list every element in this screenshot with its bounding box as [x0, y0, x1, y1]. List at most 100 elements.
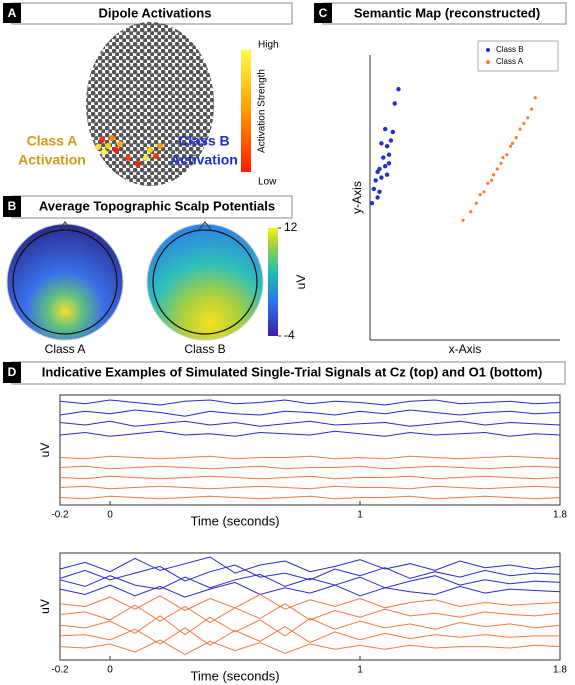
point	[371, 186, 376, 192]
point	[375, 169, 380, 175]
class-a-label: Activation	[18, 152, 86, 168]
colorbar	[268, 228, 278, 336]
signal-trace	[59, 593, 561, 612]
class-a-label: Class A	[27, 133, 78, 149]
panel-title: Average Topographic Scalp Potentials	[39, 198, 275, 213]
panel-title: Indicative Examples of Simulated Single-…	[42, 364, 543, 379]
colorbar-low: Low	[258, 177, 277, 188]
panel-title: Semantic Map (reconstructed)	[354, 5, 540, 20]
y-axis-label: y-Axis	[350, 181, 364, 214]
point	[486, 181, 490, 185]
signal-trace	[59, 615, 561, 637]
signal-trace	[59, 639, 561, 656]
colorbar-tick-label: -4	[284, 328, 295, 342]
signal-trace	[59, 475, 561, 480]
plot-frame	[59, 394, 561, 506]
signal-trace	[59, 573, 561, 590]
point	[377, 189, 382, 194]
signal-trace	[59, 465, 561, 470]
legend-marker	[486, 48, 490, 52]
point	[482, 190, 486, 194]
point	[490, 178, 494, 182]
x-tick-label: -0.2	[51, 665, 69, 676]
point	[529, 107, 534, 111]
point	[383, 126, 388, 132]
signal-trace	[59, 430, 561, 437]
point	[522, 121, 526, 125]
signal-trace	[59, 409, 561, 417]
x-axis-label: Time (seconds)	[190, 668, 279, 683]
point	[388, 138, 394, 143]
signal-trace	[59, 556, 561, 574]
legend	[477, 40, 559, 72]
class-b-label: Activation	[170, 152, 238, 168]
point	[461, 218, 465, 222]
badge	[3, 3, 21, 23]
legend-marker	[486, 60, 490, 64]
point	[491, 173, 496, 177]
colorbar-label: Activation Strength	[257, 69, 268, 153]
colorbar	[241, 50, 251, 172]
point	[386, 161, 392, 166]
point	[392, 101, 397, 106]
point	[514, 136, 518, 140]
badge	[3, 362, 21, 383]
point	[478, 193, 482, 197]
signal-trace	[59, 495, 561, 500]
badge	[314, 3, 332, 23]
point	[509, 144, 513, 148]
point	[518, 127, 522, 131]
scalp-map	[6, 221, 124, 341]
x-tick-label: 1	[357, 665, 363, 676]
x-tick-label: -0.2	[51, 510, 69, 521]
point	[505, 153, 509, 157]
point	[369, 201, 375, 206]
point	[384, 172, 390, 177]
point	[381, 155, 386, 160]
legend-label: Class B	[496, 45, 524, 54]
x-tick-label: 1.8	[553, 510, 567, 521]
point	[495, 167, 499, 171]
x-tick-label: 1	[357, 510, 363, 521]
point	[474, 201, 478, 205]
point	[499, 161, 503, 165]
signal-trace	[59, 455, 561, 460]
point	[383, 163, 388, 169]
y-axis-label: uV	[38, 599, 52, 614]
point	[384, 144, 390, 149]
colorbar-high: High	[258, 40, 279, 51]
colorbar-tick-label: 12	[284, 220, 298, 234]
map-label: Class B	[184, 342, 225, 356]
point	[396, 87, 401, 92]
colorbar-label: uV	[294, 275, 308, 290]
x-axis-label: x-Axis	[449, 342, 482, 356]
point	[386, 152, 392, 157]
panel-letter: A	[8, 6, 17, 20]
x-tick-label: 0	[107, 665, 113, 676]
signal-trace	[59, 485, 561, 490]
signal-trace	[59, 420, 561, 427]
signal-trace	[59, 603, 561, 624]
panel-letter: C	[319, 6, 328, 20]
point	[373, 178, 378, 183]
panel-title: Dipole Activations	[99, 5, 212, 20]
map-label: Class A	[45, 342, 86, 356]
x-tick-label: 0	[107, 510, 113, 521]
scalp-map	[146, 221, 264, 341]
point	[469, 210, 473, 214]
point	[379, 141, 384, 146]
signal-trace	[59, 626, 560, 646]
signal-trace	[59, 581, 561, 598]
point	[375, 195, 380, 200]
panel-letter: B	[8, 199, 17, 213]
panel-letter: D	[8, 365, 17, 379]
badge	[3, 196, 21, 217]
signal-trace	[59, 399, 561, 406]
plot-frame	[59, 552, 561, 661]
point	[379, 175, 384, 180]
point	[501, 156, 505, 160]
activation-dots	[95, 135, 163, 167]
x-tick-label: 1.8	[553, 665, 567, 676]
y-axis-label: uV	[38, 443, 52, 458]
